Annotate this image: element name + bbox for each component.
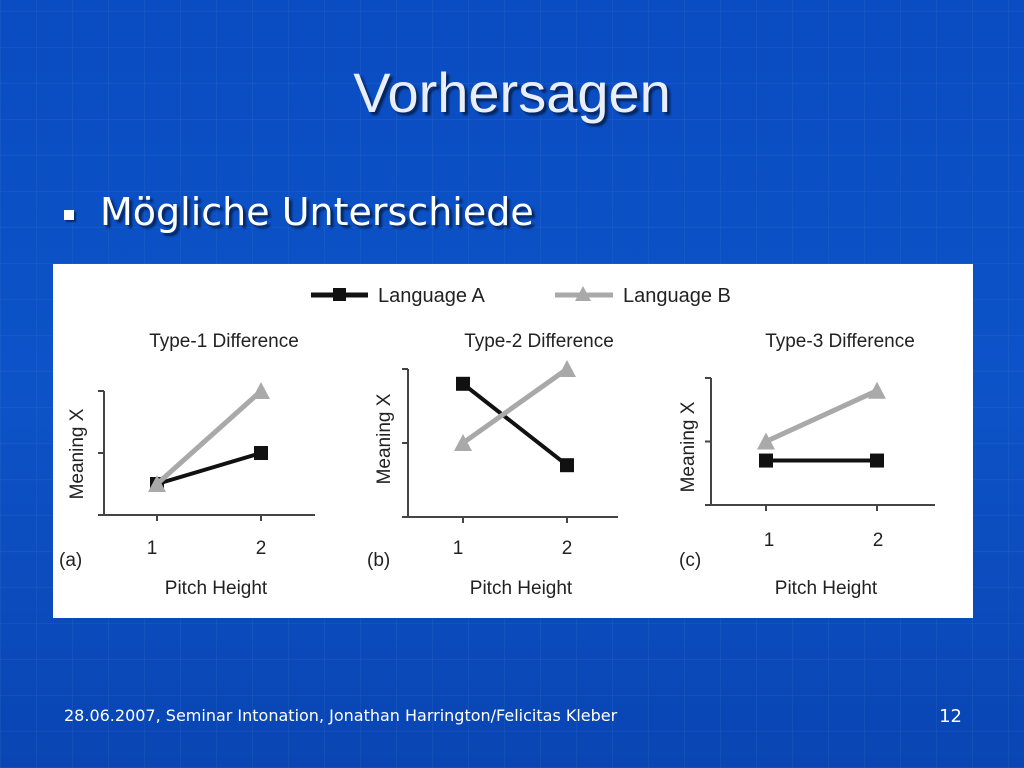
chart-3-x-tick-label: 1 [764, 530, 775, 551]
chart-1-x-tick-label: 2 [256, 538, 267, 559]
chart-1-series-line-language-b [155, 389, 263, 486]
chart-3-x-label: Pitch Height [775, 578, 878, 599]
legend-label-language-b: Language B [623, 285, 731, 307]
charts-layer: Type-1 Difference 1 2 (a) Pitch Height Meanin… [59, 331, 935, 599]
slide-title: Vorhersagen [353, 61, 671, 124]
legend-triangle-marker-icon [575, 286, 591, 301]
chart-1-point-language-b [148, 475, 166, 492]
chart-3-point-language-b [868, 381, 886, 399]
chart-1-point-language-a [254, 446, 268, 460]
chart-2-series-line-language-b [461, 366, 569, 446]
chart-1-x-label: Pitch Height [165, 578, 268, 599]
chart-3-title: Type-3 Difference [765, 331, 915, 352]
chart-2-title: Type-2 Difference [464, 331, 614, 352]
chart-2-point-language-b [558, 360, 576, 377]
chart-3-point-language-b [757, 432, 775, 450]
chart-3-x-tick-label: 2 [873, 530, 884, 551]
chart-2-series-line-language-a [461, 382, 569, 467]
chart-1-panel-label: (a) [59, 550, 82, 571]
figure-charts: Language A Language B Type-1 Difference 1… [59, 285, 935, 599]
chart-2-panel-label: (b) [367, 550, 390, 571]
legend-square-marker-icon [333, 288, 346, 301]
chart-1-y-label: Meaning X [67, 408, 88, 499]
chart-1-series-line-language-a [156, 451, 262, 486]
chart-1-point-language-b [252, 382, 270, 399]
legend-label-language-a: Language A [378, 285, 485, 307]
chart-1-x-tick-label: 1 [147, 538, 158, 559]
chart-3-series-line-language-b [764, 388, 879, 444]
figure-panel: Language A Language B Type-1 Difference 1… [53, 264, 973, 618]
chart-2-x-label: Pitch Height [470, 578, 573, 599]
chart-3-point-language-a [870, 453, 884, 468]
chart-2-x-tick-label: 1 [453, 538, 464, 559]
chart-2-point-language-a [456, 376, 470, 391]
chart-2-y-label: Meaning X [374, 393, 395, 484]
chart-legend: Language A Language B [311, 285, 731, 307]
bullet-square-icon [64, 210, 74, 220]
page-number: 12 [939, 706, 962, 727]
chart-3-y-label: Meaning X [678, 401, 699, 492]
chart-2-point-language-b [454, 434, 472, 451]
bullet-text: Mögliche Unterschiede [100, 190, 534, 234]
chart-3-panel-label: (c) [679, 550, 701, 571]
slide-footer: 28.06.2007, Seminar Intonation, Jonathan… [64, 706, 618, 725]
chart-3-point-language-a [759, 453, 773, 468]
chart-2-x-tick-label: 2 [562, 538, 573, 559]
chart-1-title: Type-1 Difference [149, 331, 299, 352]
chart-2-point-language-a [560, 458, 574, 473]
